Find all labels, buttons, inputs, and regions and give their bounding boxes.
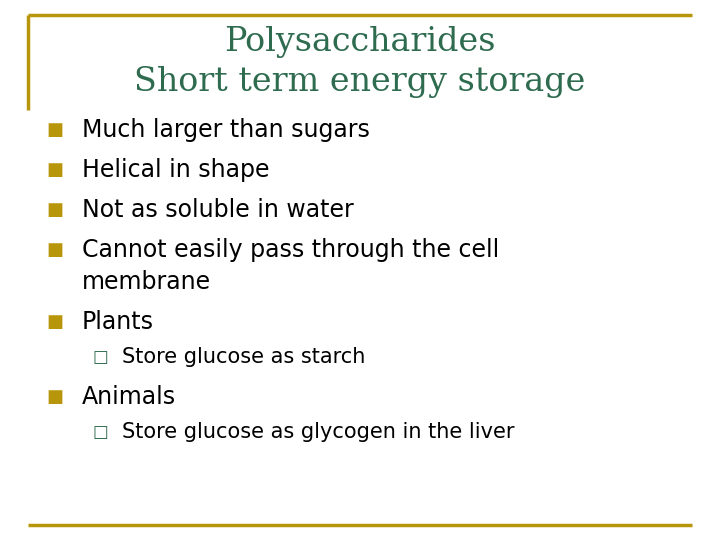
Text: Much larger than sugars: Much larger than sugars [82,118,370,142]
Text: ■: ■ [47,241,63,259]
Text: Not as soluble in water: Not as soluble in water [82,198,354,222]
Text: ■: ■ [47,388,63,406]
Text: Store glucose as starch: Store glucose as starch [122,347,365,367]
Text: Short term energy storage: Short term energy storage [135,66,585,98]
Text: Polysaccharides: Polysaccharides [224,26,496,58]
Text: □: □ [92,423,108,441]
Text: Plants: Plants [82,310,154,334]
Text: ■: ■ [47,161,63,179]
Text: Store glucose as glycogen in the liver: Store glucose as glycogen in the liver [122,422,515,442]
Text: membrane: membrane [82,270,211,294]
Text: ■: ■ [47,201,63,219]
Text: Cannot easily pass through the cell: Cannot easily pass through the cell [82,238,499,262]
Text: ■: ■ [47,121,63,139]
Text: Helical in shape: Helical in shape [82,158,269,182]
Text: ■: ■ [47,313,63,331]
Text: Animals: Animals [82,385,176,409]
Text: □: □ [92,348,108,366]
